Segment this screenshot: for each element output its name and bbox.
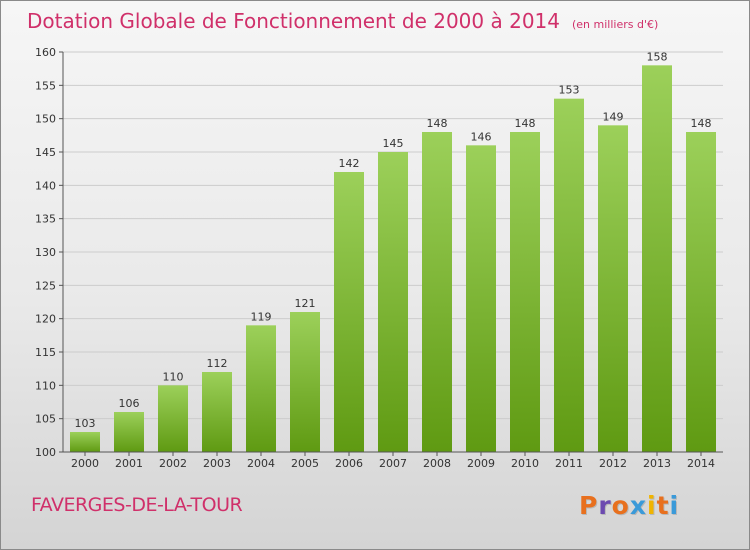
x-tick-label: 2007 — [379, 457, 407, 470]
bar-2001 — [114, 412, 144, 452]
x-tick-label: 2013 — [643, 457, 671, 470]
y-tick-label: 125 — [35, 279, 56, 292]
data-label: 148 — [427, 117, 448, 130]
data-label: 103 — [75, 417, 96, 430]
title-text: Dotation Globale de Fonctionnement de 20… — [27, 9, 560, 33]
brand-letter: t — [656, 491, 670, 520]
commune-name: FAVERGES-DE-LA-TOUR — [31, 494, 243, 516]
y-tick-label: 135 — [35, 213, 56, 226]
y-tick-label: 105 — [35, 413, 56, 426]
bar-2012 — [598, 125, 628, 452]
chart-title: Dotation Globale de Fonctionnement de 20… — [27, 9, 658, 33]
data-label: 149 — [603, 110, 624, 123]
data-label: 158 — [647, 50, 668, 63]
brand-letter: x — [629, 491, 647, 520]
bar-2010 — [510, 132, 540, 452]
data-label: 142 — [339, 157, 360, 170]
bar-2013 — [642, 65, 672, 452]
data-label: 146 — [471, 130, 492, 143]
x-tick-label: 2004 — [247, 457, 275, 470]
x-tick-label: 2011 — [555, 457, 583, 470]
x-tick-label: 2005 — [291, 457, 319, 470]
bar-layer — [70, 65, 716, 453]
x-tick-label: 2002 — [159, 457, 187, 470]
brand-letter: r — [598, 491, 612, 520]
brand-letter: o — [611, 491, 630, 520]
brand-letter: i — [669, 491, 680, 520]
y-tick-label: 160 — [35, 46, 56, 59]
axis-layer: 100 105 110 115 120 125 130 135 140 145 150 155 160 2… — [35, 46, 723, 470]
data-label: 106 — [119, 397, 140, 410]
x-tick-label: 2006 — [335, 457, 363, 470]
y-tick-label: 145 — [35, 146, 56, 159]
y-tick-label: 140 — [35, 179, 56, 192]
bar-2003 — [202, 372, 232, 452]
y-tick-label: 130 — [35, 246, 56, 259]
bar-2007 — [378, 152, 408, 452]
x-tick-label: 2001 — [115, 457, 143, 470]
x-tick-label: 2012 — [599, 457, 627, 470]
data-label: 148 — [691, 117, 712, 130]
data-label: 112 — [207, 357, 228, 370]
x-tick-label: 2003 — [203, 457, 231, 470]
bar-2008 — [422, 132, 452, 452]
x-tick-label: 2000 — [71, 457, 99, 470]
bar-2002 — [158, 385, 188, 452]
data-label: 145 — [383, 137, 404, 150]
bar-2004 — [246, 325, 276, 452]
unit-text: (en milliers d'€) — [572, 18, 659, 31]
y-tick-label: 150 — [35, 113, 56, 126]
y-tick-label: 110 — [35, 379, 56, 392]
y-tick-label: 100 — [35, 446, 56, 459]
x-tick-label: 2010 — [511, 457, 539, 470]
bar-2009 — [466, 145, 496, 453]
data-label: 153 — [559, 84, 580, 97]
data-label: 110 — [163, 370, 184, 383]
bar-2014 — [686, 132, 716, 452]
data-label: 121 — [295, 297, 316, 310]
x-tick-label: 2009 — [467, 457, 495, 470]
y-tick-label: 120 — [35, 313, 56, 326]
brand-letter: P — [579, 491, 599, 520]
x-tick-label: 2014 — [687, 457, 715, 470]
brand-letter: i — [647, 491, 657, 520]
bar-2005 — [290, 312, 320, 452]
x-tick-label: 2008 — [423, 457, 451, 470]
bar-2011 — [554, 98, 584, 453]
data-label: 148 — [515, 117, 536, 130]
label-layer: 103 106 110 112 119 121 142 145 148 146 148 153 149 1… — [75, 50, 712, 430]
y-tick-label: 115 — [35, 346, 56, 359]
bar-2000 — [70, 432, 100, 452]
brand-logo: Proxiti — [579, 491, 679, 520]
data-label: 119 — [251, 310, 272, 323]
bar-2006 — [334, 172, 364, 452]
y-tick-label: 155 — [35, 79, 56, 92]
